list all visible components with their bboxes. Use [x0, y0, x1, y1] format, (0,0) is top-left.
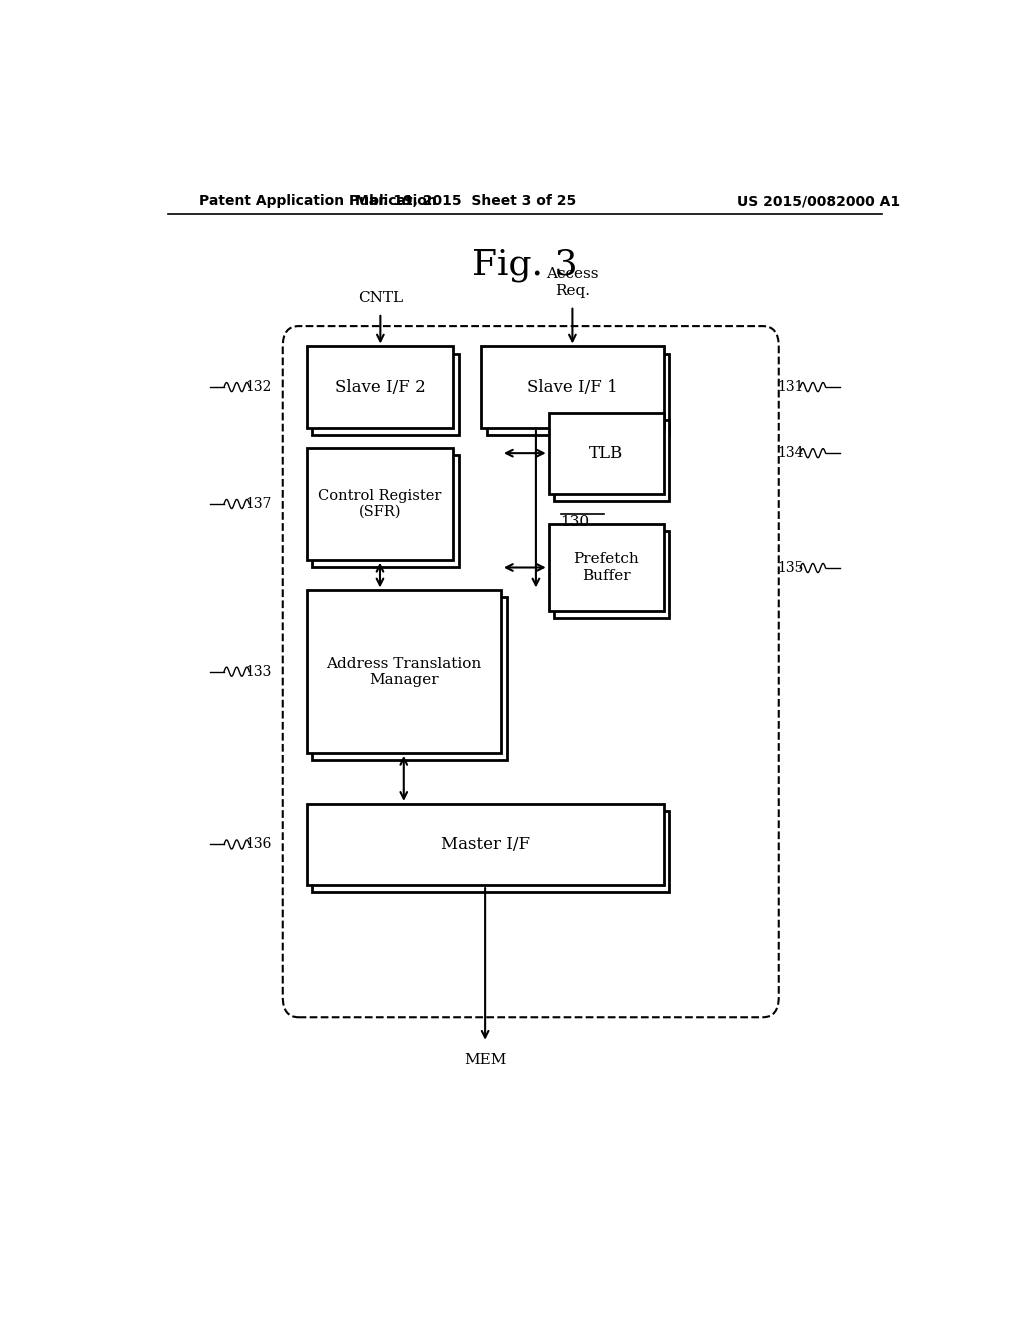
- Bar: [312, 354, 459, 434]
- Text: Slave I/F 2: Slave I/F 2: [335, 379, 425, 396]
- Text: Fig. 3: Fig. 3: [472, 248, 578, 282]
- Bar: [312, 810, 670, 892]
- Text: Control Register
(SFR): Control Register (SFR): [318, 488, 441, 519]
- Text: 136: 136: [246, 837, 272, 851]
- Bar: [306, 590, 501, 752]
- Bar: [312, 455, 459, 568]
- Text: 137: 137: [246, 496, 272, 511]
- Text: 130: 130: [560, 515, 590, 529]
- Text: MEM: MEM: [464, 1053, 506, 1067]
- Text: 133: 133: [246, 665, 272, 678]
- Bar: [306, 346, 454, 428]
- Text: Access
Req.: Access Req.: [546, 268, 599, 297]
- Text: 132: 132: [246, 380, 272, 395]
- Text: Slave I/F 1: Slave I/F 1: [527, 379, 617, 396]
- Bar: [554, 532, 670, 618]
- Bar: [486, 354, 670, 434]
- Text: Address Translation
Manager: Address Translation Manager: [327, 656, 481, 686]
- Text: TLB: TLB: [589, 445, 624, 462]
- Bar: [481, 346, 664, 428]
- Text: 135: 135: [777, 561, 804, 576]
- Text: US 2015/0082000 A1: US 2015/0082000 A1: [737, 194, 900, 209]
- Bar: [312, 598, 507, 760]
- Bar: [549, 524, 664, 611]
- Text: Master I/F: Master I/F: [440, 836, 529, 853]
- Bar: [549, 413, 664, 494]
- Text: CNTL: CNTL: [357, 290, 402, 305]
- Text: Mar. 19, 2015  Sheet 3 of 25: Mar. 19, 2015 Sheet 3 of 25: [354, 194, 575, 209]
- Text: 134: 134: [777, 446, 804, 461]
- Text: Prefetch
Buffer: Prefetch Buffer: [573, 552, 639, 582]
- Bar: [306, 804, 664, 886]
- Text: Patent Application Publication: Patent Application Publication: [200, 194, 437, 209]
- Bar: [554, 420, 670, 500]
- Bar: [306, 447, 454, 560]
- Text: 131: 131: [777, 380, 804, 395]
